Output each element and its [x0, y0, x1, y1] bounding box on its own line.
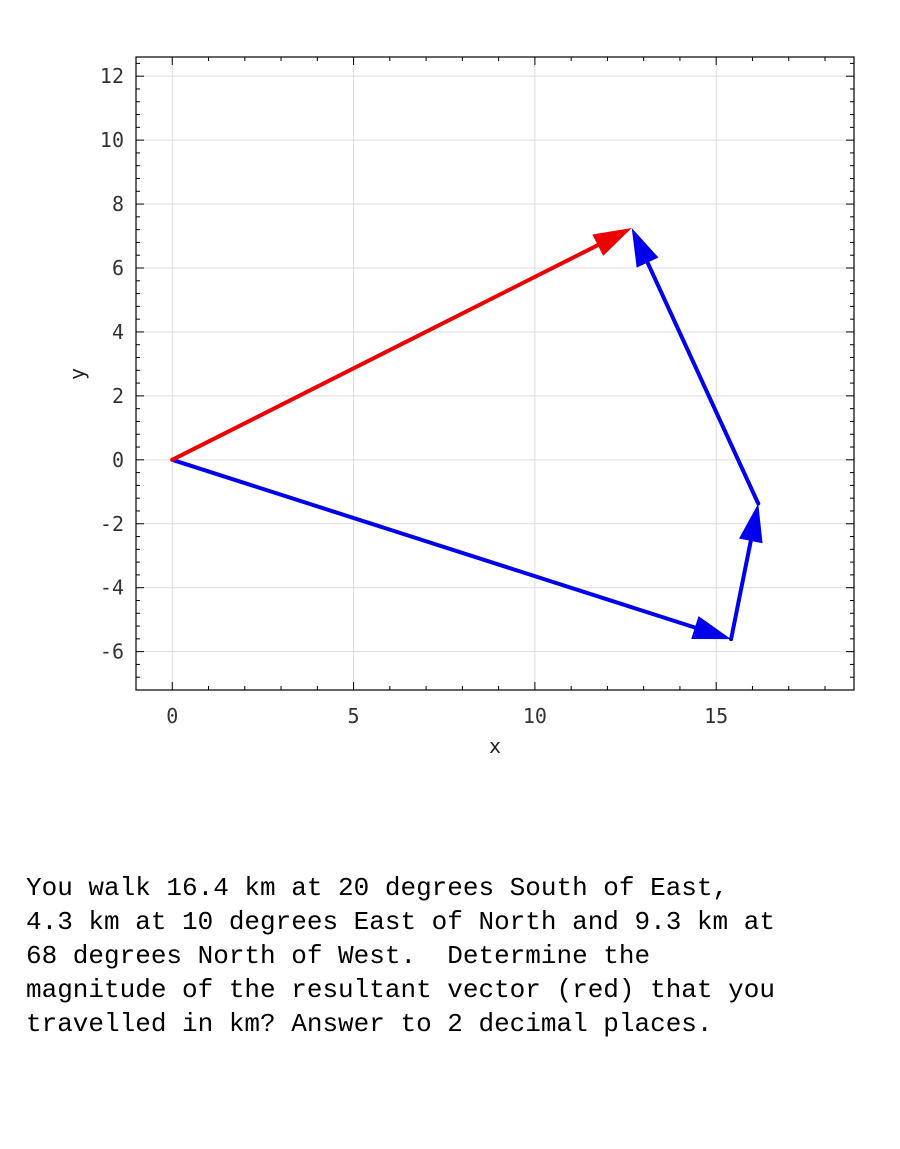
y-tick-label: -6: [100, 640, 124, 664]
vector-shaft: [170, 241, 604, 462]
y-tick-label: 10: [100, 128, 124, 152]
vector-arrowhead: [691, 616, 732, 640]
vector-shaft: [643, 256, 761, 506]
resultant-vector: [170, 228, 632, 462]
grid: [136, 57, 854, 690]
problem-text: You walk 16.4 km at 20 degrees South of …: [26, 873, 775, 1039]
vector-arrowhead: [631, 228, 659, 268]
x-axis-label: x: [489, 734, 501, 758]
vector-3: [631, 228, 761, 506]
y-axis-label: y: [65, 368, 89, 380]
y-tick-label: -4: [100, 576, 124, 600]
x-tick-label: 5: [348, 704, 360, 728]
x-tick-label: 15: [704, 704, 728, 728]
vector-chart: 0 5 10 15 -6 -4 -2 0 2 4 6 8 10 12 x y: [65, 56, 855, 758]
vectors: [170, 228, 763, 642]
vector-1: [170, 457, 732, 640]
y-tick-label: 6: [112, 256, 124, 280]
vector-2: [729, 503, 763, 642]
vector-shaft: [170, 457, 701, 631]
plot-frame: [135, 56, 855, 691]
y-tick-label: 2: [112, 384, 124, 408]
y-tick-label: 0: [112, 448, 124, 472]
y-tick-label: 8: [112, 192, 124, 216]
tick-labels: 0 5 10 15 -6 -4 -2 0 2 4 6 8 10 12: [100, 64, 728, 728]
x-tick-label: 0: [166, 704, 178, 728]
vector-shaft: [729, 534, 754, 642]
y-tick-label: 4: [112, 320, 124, 344]
vector-arrowhead: [739, 503, 763, 544]
axis-ticks: [135, 57, 854, 691]
x-tick-label: 10: [523, 704, 547, 728]
vector-arrowhead: [592, 228, 632, 256]
y-tick-label: 12: [100, 64, 124, 88]
y-tick-label: -2: [100, 512, 124, 536]
